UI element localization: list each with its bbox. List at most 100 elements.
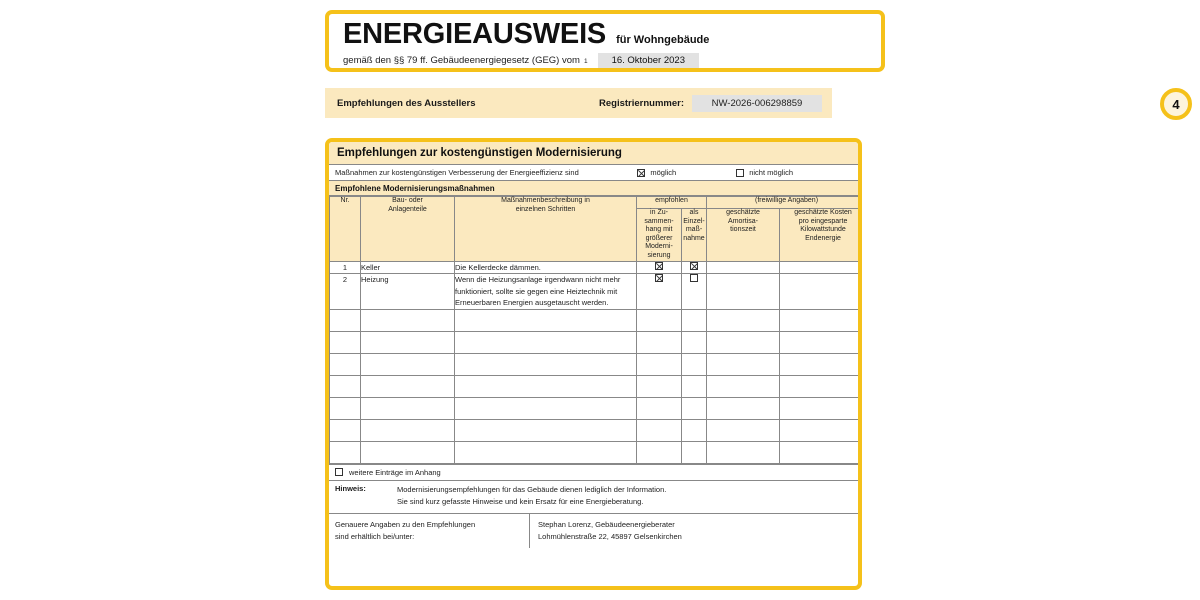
col-header-combined: in Zu-sammen-hang mit größerer Moderni-sie…	[636, 208, 682, 262]
contact-label-line-1: Genauere Angaben zu den Empfehlungen	[335, 519, 476, 529]
cell-nr[interactable]	[329, 396, 361, 420]
table-row: 2 Heizung Wenn die Heizungsanlage irgendwa…	[329, 273, 858, 310]
cell-nr[interactable]	[329, 440, 361, 464]
cell-amortization[interactable]	[706, 440, 781, 464]
cell-amortization[interactable]	[706, 396, 781, 420]
page-title: ENERGIEAUSWEIS	[343, 18, 607, 50]
cell-component[interactable]	[360, 330, 455, 354]
cell-single[interactable]	[680, 308, 708, 332]
checkbox-nicht-moeglich-icon[interactable]	[736, 168, 745, 177]
registration-bar: Empfehlungen des Ausstellers Registriern…	[325, 88, 832, 118]
cell-combined[interactable]	[636, 273, 682, 310]
cell-single[interactable]	[680, 396, 708, 420]
measures-table-head: Nr. Bau- oder Anlagenteile Maßnahmenbesc…	[329, 196, 858, 262]
cell-description[interactable]	[454, 308, 637, 332]
table-row-empty	[329, 396, 858, 420]
cell-cost[interactable]	[779, 260, 858, 275]
cell-component: Keller	[360, 260, 455, 275]
legal-basis-text: gemäß den §§ 79 ff. Gebäudeenergiegesetz…	[343, 55, 580, 66]
col-header-description: Maßnahmenbeschreibung in einzelnen Schri…	[454, 196, 637, 262]
cell-combined[interactable]	[636, 260, 682, 275]
cell-description[interactable]	[454, 352, 637, 376]
cell-component[interactable]	[360, 418, 455, 442]
hinweis-label: Hinweis:	[335, 483, 366, 493]
cell-nr[interactable]	[329, 330, 361, 354]
cell-combined[interactable]	[636, 352, 682, 376]
cell-description[interactable]	[454, 374, 637, 398]
document-title-banner: ENERGIEAUSWEIS für Wohngebäude gemäß den…	[325, 10, 885, 72]
cell-amortization[interactable]	[706, 418, 781, 442]
cell-description[interactable]	[454, 440, 637, 464]
cell-description[interactable]	[454, 418, 637, 442]
cell-component: Heizung	[360, 273, 455, 310]
cell-cost[interactable]	[779, 374, 858, 398]
cell-component[interactable]	[360, 352, 455, 376]
cell-single[interactable]	[680, 418, 708, 442]
checkbox-unchecked-icon[interactable]	[690, 274, 698, 283]
issuer-recommendations-label: Empfehlungen des Ausstellers	[337, 97, 476, 109]
cell-cost[interactable]	[779, 308, 858, 332]
anhang-label: weitere Einträge im Anhang	[349, 467, 441, 477]
hinweis-block: Hinweis: Modernisierungsempfehlungen für…	[329, 480, 858, 514]
cell-component[interactable]	[360, 396, 455, 420]
cell-amortization[interactable]	[706, 330, 781, 354]
cell-nr[interactable]	[329, 308, 361, 332]
cell-single[interactable]	[680, 273, 708, 310]
table-sub-header-row: in Zu-sammen-hang mit größerer Moderni-sie…	[330, 208, 858, 262]
cell-cost[interactable]	[779, 440, 858, 464]
cell-component[interactable]	[360, 440, 455, 464]
hinweis-line-2: Sie sind kurz gefasste Hinweise und kein…	[397, 497, 644, 507]
cell-amortization[interactable]	[706, 273, 781, 310]
cell-cost[interactable]	[779, 418, 858, 442]
col-header-component: Bau- oder Anlagenteile	[360, 196, 455, 262]
cell-amortization[interactable]	[706, 352, 781, 376]
cell-single[interactable]	[680, 260, 708, 275]
cell-cost[interactable]	[779, 352, 858, 376]
cell-nr: 1	[329, 260, 361, 275]
cell-description[interactable]	[454, 330, 637, 354]
checkbox-checked-icon[interactable]	[655, 261, 663, 270]
cell-combined[interactable]	[636, 440, 682, 464]
cell-single[interactable]	[680, 352, 708, 376]
cell-cost[interactable]	[779, 396, 858, 420]
anhang-row[interactable]: weitere Einträge im Anhang	[329, 463, 858, 481]
checkbox-anhang-icon[interactable]	[335, 468, 343, 477]
feasibility-option-possible[interactable]: möglich	[637, 168, 676, 177]
cell-single[interactable]	[680, 440, 708, 464]
cell-nr[interactable]	[329, 374, 361, 398]
measures-band-label: Empfohlene Modernisierungsmaßnahmen	[329, 181, 858, 196]
cell-single[interactable]	[680, 374, 708, 398]
cell-nr[interactable]	[329, 418, 361, 442]
registration-number-label: Registriernummer:	[599, 97, 684, 109]
title-line: ENERGIEAUSWEIS für Wohngebäude	[343, 19, 869, 49]
col-header-component-l2: Anlagenteile	[388, 205, 427, 213]
cell-combined[interactable]	[636, 374, 682, 398]
col-header-description-l2: einzelnen Schritten	[515, 205, 576, 213]
cell-combined[interactable]	[636, 418, 682, 442]
cell-description[interactable]	[454, 396, 637, 420]
cell-combined[interactable]	[636, 308, 682, 332]
cell-component[interactable]	[360, 374, 455, 398]
cell-combined[interactable]	[636, 330, 682, 354]
cell-cost[interactable]	[779, 330, 858, 354]
cell-single[interactable]	[680, 330, 708, 354]
checkbox-checked-icon[interactable]	[690, 261, 698, 270]
cell-nr[interactable]	[329, 352, 361, 376]
cell-cost[interactable]	[779, 273, 858, 310]
registration-number-value: NW-2026-006298859	[692, 94, 822, 112]
hinweis-text: Modernisierungsempfehlungen für das Gebä…	[397, 484, 666, 509]
checkbox-checked-icon[interactable]	[655, 274, 663, 283]
feasibility-option-not-possible[interactable]: nicht möglich	[736, 168, 793, 177]
contact-address: Lohmühlenstraße 22, 45897 Gelsenkirchen	[538, 532, 682, 542]
cell-combined[interactable]	[636, 396, 682, 420]
table-row-empty	[329, 374, 858, 398]
cell-amortization[interactable]	[706, 308, 781, 332]
cell-component[interactable]	[360, 308, 455, 332]
cell-amortization[interactable]	[706, 374, 781, 398]
checkbox-moeglich-icon[interactable]	[637, 168, 646, 177]
cell-amortization[interactable]	[706, 260, 781, 275]
contact-label-line-2: sind erhältlich bei/unter:	[335, 532, 415, 542]
table-row-empty	[329, 352, 858, 376]
col-header-nr: Nr.	[329, 196, 361, 262]
title-subtitle: für Wohngebäude	[616, 34, 710, 46]
